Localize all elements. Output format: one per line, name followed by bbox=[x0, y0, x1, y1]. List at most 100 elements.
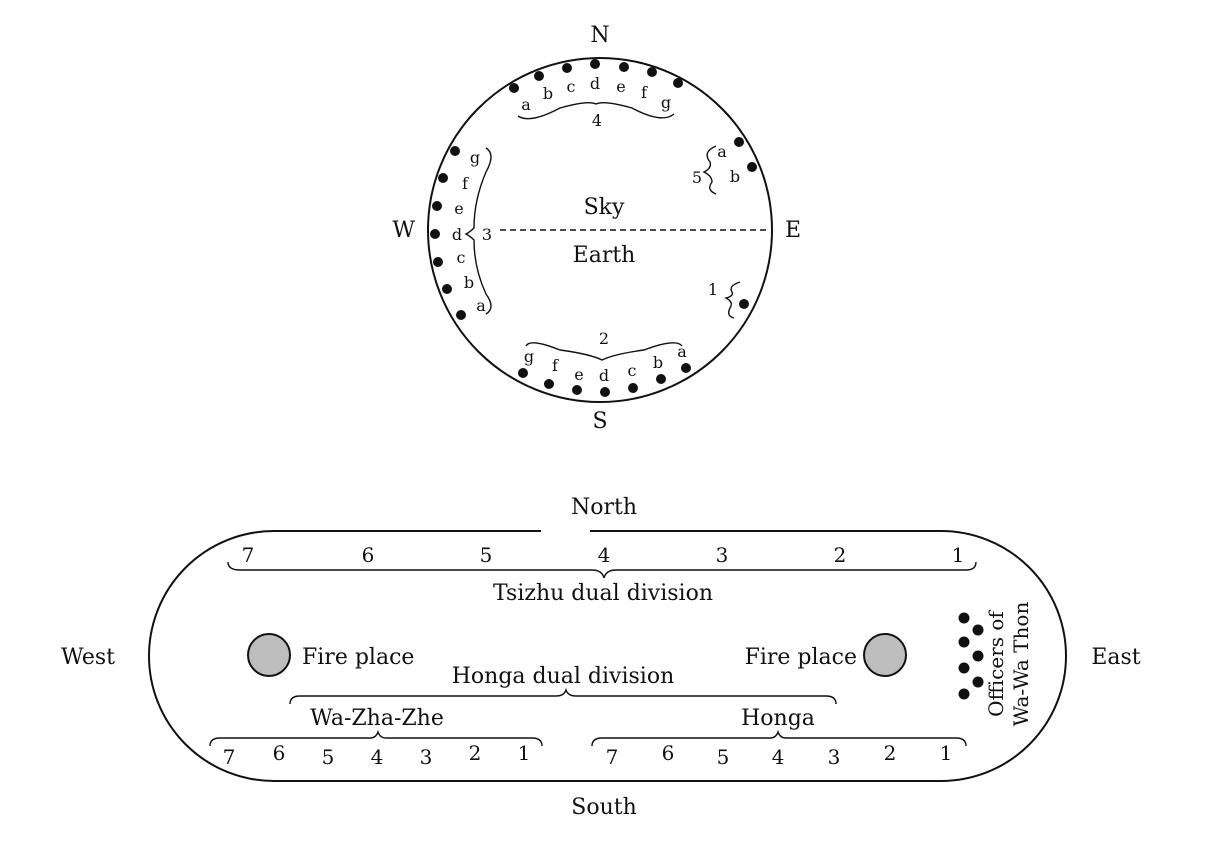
letter-3f: f bbox=[462, 174, 469, 193]
letter-2a: a bbox=[677, 342, 687, 361]
lodge-outline bbox=[148, 530, 1067, 782]
officer-dot bbox=[972, 624, 984, 636]
letter-2e: e bbox=[574, 365, 583, 384]
letter-3d: d bbox=[452, 225, 462, 244]
wazhazhe-number: 5 bbox=[322, 745, 335, 769]
letter-2f: f bbox=[552, 356, 559, 375]
officers-label-line1: Officers of bbox=[984, 610, 1008, 717]
group-2: g f e d c b a 2 bbox=[518, 329, 691, 397]
tsizhu-number: 2 bbox=[834, 543, 847, 567]
letter-3e: e bbox=[454, 199, 463, 218]
lodge-south-label: South bbox=[571, 795, 637, 820]
honga-number: 7 bbox=[606, 745, 619, 769]
fire-place-west bbox=[247, 633, 291, 677]
letter-3a: a bbox=[476, 296, 486, 315]
dot-3g bbox=[450, 146, 460, 156]
compass-west-label: W bbox=[392, 218, 415, 243]
lodge-diagram: North South West East 7 6 5 4 3 2 1 Tsiz… bbox=[61, 495, 1141, 820]
group-4: a b c d e f g 4 bbox=[509, 59, 683, 130]
cosmos-circle-diagram: N S E W Sky Earth a b c d e f g 4 bbox=[392, 23, 801, 434]
tsizhu-number: 5 bbox=[480, 543, 493, 567]
dot-3d bbox=[430, 229, 440, 239]
letter-3g: g bbox=[470, 148, 480, 167]
tsizhu-label: Tsizhu dual division bbox=[493, 581, 713, 606]
honga-number: 3 bbox=[828, 745, 841, 769]
brace-1 bbox=[723, 281, 741, 319]
tsizhu-number: 3 bbox=[716, 543, 729, 567]
honga-number: 5 bbox=[717, 745, 730, 769]
letter-3c: c bbox=[457, 248, 466, 267]
letter-2d: d bbox=[599, 366, 609, 385]
group-1-number: 1 bbox=[708, 280, 718, 299]
honga-clans: 7 6 5 4 3 2 1 bbox=[606, 741, 953, 769]
dot-2c bbox=[628, 383, 638, 393]
wazhazhe-number: 6 bbox=[273, 741, 286, 765]
lodge-west-label: West bbox=[61, 645, 115, 670]
wazhazhe-brace bbox=[209, 729, 543, 747]
letter-5a: a bbox=[717, 142, 727, 161]
wazhazhe-number: 7 bbox=[223, 745, 236, 769]
honga-label: Honga bbox=[741, 706, 815, 731]
officer-dot bbox=[972, 650, 984, 662]
wazhazhe-number: 1 bbox=[518, 741, 531, 765]
group-2-number: 2 bbox=[599, 329, 609, 348]
officers-label-line2: Wa-Wa Thon bbox=[1009, 602, 1033, 727]
group-5-number: 5 bbox=[692, 168, 702, 187]
dot-4b bbox=[534, 71, 544, 81]
brace-2 bbox=[525, 342, 683, 361]
dot-1 bbox=[739, 299, 749, 309]
officer-dot bbox=[958, 662, 970, 674]
cosmos-circle bbox=[427, 57, 773, 403]
earth-label: Earth bbox=[573, 243, 636, 268]
dot-2g bbox=[518, 368, 528, 378]
officers-group: Officers of Wa-Wa Thon bbox=[958, 602, 1033, 727]
dot-2a bbox=[681, 363, 691, 373]
tsizhu-number: 1 bbox=[952, 543, 965, 567]
letter-4a: a bbox=[521, 95, 531, 114]
officer-dot bbox=[972, 676, 984, 688]
officer-dot bbox=[958, 688, 970, 700]
honga-number: 6 bbox=[662, 741, 675, 765]
wazhazhe-number: 4 bbox=[371, 745, 384, 769]
dot-3c bbox=[433, 257, 443, 267]
group-3: g f e d c b a 3 bbox=[430, 146, 492, 320]
wazhazhe-number: 3 bbox=[420, 745, 433, 769]
lodge-east-label: East bbox=[1091, 645, 1140, 670]
tsizhu-number: 6 bbox=[362, 543, 375, 567]
dot-4d bbox=[590, 59, 600, 69]
letter-5b: b bbox=[730, 167, 740, 186]
fire-place-east-label: Fire place bbox=[745, 645, 857, 670]
dot-2d bbox=[600, 387, 610, 397]
dot-4f bbox=[647, 67, 657, 77]
officer-dot bbox=[958, 636, 970, 648]
group-3-number: 3 bbox=[482, 225, 492, 244]
dot-2e bbox=[572, 385, 582, 395]
fire-place-east bbox=[863, 633, 907, 677]
dot-5a bbox=[734, 137, 744, 147]
fire-place-west-label: Fire place bbox=[302, 645, 414, 670]
group-5: a b 5 bbox=[692, 137, 757, 195]
letter-4d: d bbox=[590, 74, 600, 93]
honga-number: 4 bbox=[772, 745, 785, 769]
compass-north-label: N bbox=[590, 23, 609, 48]
wazhazhe-number: 2 bbox=[469, 741, 482, 765]
letter-2g: g bbox=[524, 347, 534, 366]
officer-dot bbox=[958, 612, 970, 624]
letter-2b: b bbox=[653, 353, 663, 372]
wazhazhe-clans: 7 6 5 4 3 2 1 bbox=[223, 741, 531, 769]
brace-5 bbox=[702, 145, 717, 195]
tsizhu-number: 4 bbox=[598, 543, 611, 567]
sky-label: Sky bbox=[584, 195, 625, 220]
group-4-number: 4 bbox=[592, 111, 602, 130]
dot-4c bbox=[562, 63, 572, 73]
letter-4g: g bbox=[661, 93, 671, 112]
letter-3b: b bbox=[464, 273, 474, 292]
dot-2f bbox=[544, 379, 554, 389]
wazhazhe-label: Wa-Zha-Zhe bbox=[310, 706, 444, 731]
honga-dual-brace bbox=[289, 687, 837, 705]
dot-5b bbox=[747, 162, 757, 172]
letter-4c: c bbox=[567, 77, 576, 96]
dot-3a bbox=[456, 310, 466, 320]
